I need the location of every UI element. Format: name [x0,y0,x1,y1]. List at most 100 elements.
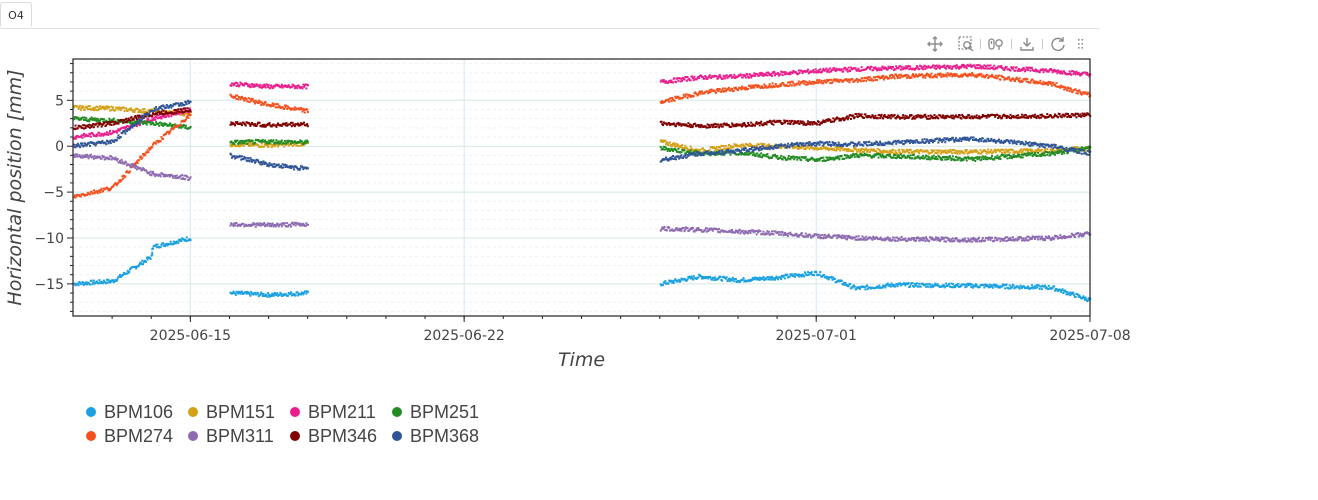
data-point [976,66,979,69]
data-point [271,102,274,105]
data-point [682,227,685,230]
data-point [843,281,846,284]
data-point [990,156,993,159]
data-point [1069,87,1072,90]
data-point [244,97,247,100]
data-point [127,271,130,274]
data-point [915,156,918,159]
data-point [709,228,712,231]
data-point [806,159,809,162]
data-point [1020,151,1023,154]
data-point [915,283,918,286]
data-point [1023,285,1026,288]
data-point [954,65,957,68]
data-point [743,86,746,89]
data-point [719,275,722,278]
data-point [718,227,721,230]
box-zoom-icon[interactable] [957,35,975,53]
data-point [1017,69,1020,72]
data-point [1001,239,1004,242]
data-point [877,156,880,159]
data-point [73,194,76,197]
data-point [102,105,105,108]
reset-icon[interactable] [1049,35,1067,53]
data-point [978,74,981,77]
data-point [143,152,146,155]
data-point [837,279,840,282]
data-point [240,82,243,85]
data-point [189,125,192,128]
data-point [1073,294,1076,297]
data-point [945,75,948,78]
data-point [907,149,910,152]
data-point [833,78,836,81]
data-point [671,148,674,151]
data-point [878,148,881,151]
data-point [696,148,699,151]
data-point [1007,76,1010,79]
data-point [927,65,930,68]
data-point [120,179,123,182]
data-point [953,151,956,154]
data-point [1024,77,1027,80]
data-point [146,149,149,152]
data-point [246,142,249,145]
data-point [1029,148,1032,151]
data-point [801,72,804,75]
data-point [833,79,836,82]
data-point [894,149,897,152]
data-point [876,153,879,156]
series-bpm211 [73,63,1092,140]
data-point [926,155,929,158]
data-point [948,151,951,154]
data-point [169,240,172,243]
data-point [1002,153,1005,156]
data-point [1020,285,1023,288]
data-point [1047,288,1050,291]
data-point [867,148,870,151]
data-point [229,144,232,147]
save-icon[interactable] [1018,35,1036,53]
data-point [767,86,770,89]
data-point [902,149,905,152]
data-point [709,91,712,94]
data-point [1002,148,1005,151]
data-point [241,142,244,145]
data-point [678,77,681,80]
wheel-zoom-icon[interactable] [987,35,1005,53]
data-point [996,66,999,69]
data-point [879,154,882,157]
data-point [886,150,889,153]
data-point [108,106,111,109]
data-point [999,240,1002,243]
data-point [873,67,876,70]
data-point [801,273,804,276]
data-point [1020,156,1023,159]
more-icon[interactable] [1072,35,1090,53]
data-point [997,157,1000,160]
data-point [132,163,135,166]
data-point [906,65,909,68]
data-point [103,108,106,111]
data-point [278,142,281,145]
data-point [994,76,997,79]
data-point [669,81,672,84]
data-point [819,237,822,240]
data-point [863,286,866,289]
data-point [926,66,929,69]
data-point [101,154,104,157]
tab-o4[interactable]: O4 [0,2,32,27]
data-point [886,282,889,285]
data-point [1036,235,1039,238]
data-point [689,145,692,148]
data-point [107,189,110,192]
data-point [122,106,125,109]
data-point [865,79,868,82]
data-point [1039,238,1042,241]
data-point [994,236,997,239]
data-point [794,70,797,73]
pan-icon[interactable] [926,35,944,53]
data-point [757,155,760,158]
data-point [989,64,992,67]
